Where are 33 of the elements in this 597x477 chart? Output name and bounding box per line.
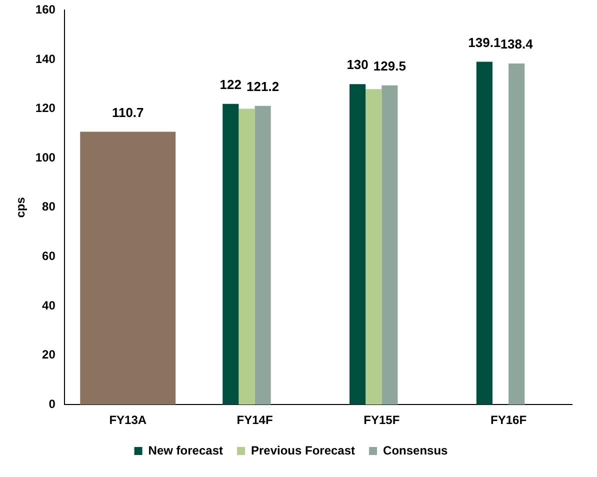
data-label: 130 [346,57,368,72]
y-tick-label: 40 [42,298,56,312]
y-tick-label: 60 [42,249,56,264]
y-tick-label: 100 [35,150,56,164]
y-tick-label: 0 [48,396,56,411]
data-label: 129.5 [373,58,406,74]
data-label: 110.7 [112,104,144,120]
bar [80,132,176,405]
y-tick-label: 80 [42,200,56,214]
x-tick-label: FY16F [490,413,527,428]
legend-label: Consensus [383,443,448,458]
y-tick-label: 120 [35,101,56,116]
bar [508,63,525,405]
data-label: 138.4 [500,36,534,52]
y-tick-label: 140 [35,52,56,66]
bar [476,62,492,405]
data-label: 139.1 [468,34,501,50]
bar [254,106,271,405]
data-label: 121.2 [246,78,280,94]
legend-label: New forecast [148,443,223,458]
x-tick-label: FY15F [364,413,400,428]
x-tick-label: FY13A [109,413,147,428]
bar [366,89,382,405]
y-axis-title: cps [14,196,28,218]
bar [382,85,398,405]
bar [350,84,366,405]
bar [238,108,255,405]
legend-label: Previous Forecast [250,443,356,458]
x-tick-label: FY14F [236,413,273,428]
bar [222,104,239,405]
y-tick-label: 160 [35,2,56,17]
y-tick-label: 20 [42,348,56,362]
data-label: 122 [220,76,242,92]
